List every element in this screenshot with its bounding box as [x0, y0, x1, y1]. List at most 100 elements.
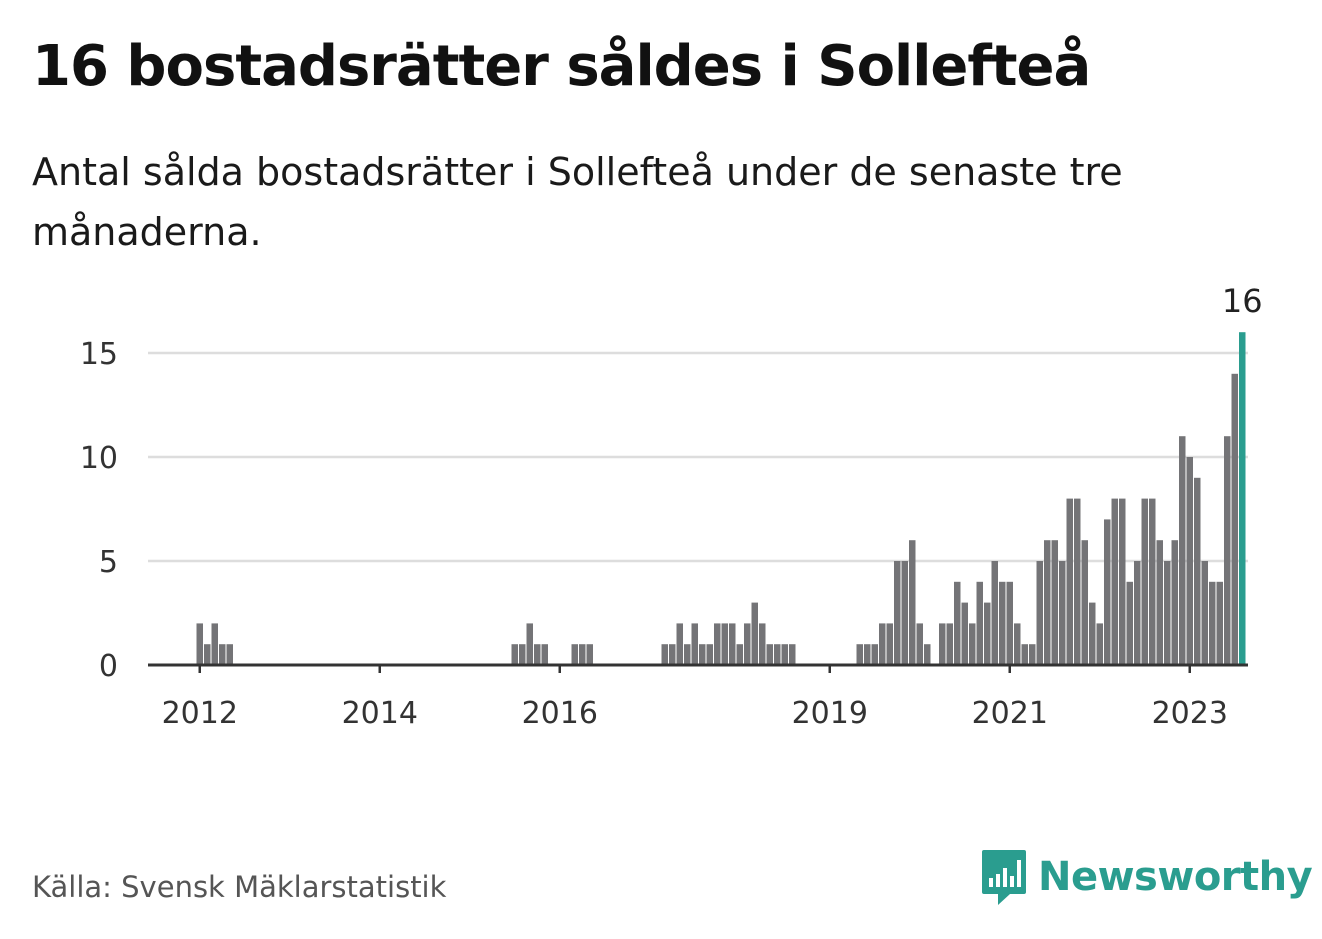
bar — [1224, 436, 1231, 665]
bar — [1059, 561, 1066, 665]
x-tick-label: 2012 — [162, 696, 238, 731]
bar — [916, 623, 923, 665]
bar — [939, 623, 946, 665]
bar — [1089, 602, 1096, 665]
bar — [1096, 623, 1103, 665]
bar — [1006, 581, 1013, 665]
bar — [1066, 498, 1073, 665]
bar — [541, 644, 548, 665]
bar — [991, 561, 998, 665]
bar — [1044, 540, 1051, 665]
bar — [751, 602, 758, 665]
bar — [1194, 477, 1201, 665]
bar — [706, 644, 713, 665]
bar — [1209, 581, 1216, 665]
bar — [1156, 540, 1163, 665]
brand-name: Newsworthy — [1038, 854, 1313, 900]
bars — [196, 332, 1246, 665]
bar — [511, 644, 518, 665]
bar — [781, 644, 788, 665]
bar — [1171, 540, 1178, 665]
bar — [534, 644, 541, 665]
bar — [894, 561, 901, 665]
bar — [1141, 498, 1148, 665]
bar — [856, 644, 863, 665]
bar — [691, 623, 698, 665]
bar — [1134, 561, 1141, 665]
bar — [579, 644, 586, 665]
x-tick-label: 2021 — [972, 696, 1048, 731]
bar — [1104, 519, 1111, 665]
bar-chart: 0 5 10 15 2012 2014 2016 2019 2021 2023 16 — [80, 282, 1263, 731]
bar — [901, 561, 908, 665]
bar — [661, 644, 668, 665]
bar — [669, 644, 676, 665]
bar — [871, 644, 878, 665]
bar — [976, 581, 983, 665]
bar — [586, 644, 593, 665]
bar — [879, 623, 886, 665]
bar — [1179, 436, 1186, 665]
bar — [729, 623, 736, 665]
bar — [886, 623, 893, 665]
x-tick-label: 2023 — [1152, 696, 1228, 731]
bar — [946, 623, 953, 665]
bar — [909, 540, 916, 665]
chart-subtitle: Antal sålda bostadsrätter i Sollefteå un… — [32, 150, 1123, 254]
bar — [714, 623, 721, 665]
bar — [1149, 498, 1156, 665]
x-tick-label: 2014 — [342, 696, 418, 731]
bar — [684, 644, 691, 665]
bar — [1074, 498, 1081, 665]
bar — [789, 644, 796, 665]
bar — [744, 623, 751, 665]
bar — [1186, 457, 1193, 665]
highlight-value-label: 16 — [1222, 282, 1263, 320]
bar — [984, 602, 991, 665]
bar — [1029, 644, 1036, 665]
bar — [999, 581, 1006, 665]
y-tick-label: 5 — [99, 545, 118, 580]
axes — [148, 663, 1248, 673]
bar — [864, 644, 871, 665]
bar — [1036, 561, 1043, 665]
bar — [204, 644, 211, 665]
bar — [736, 644, 743, 665]
bar — [1126, 581, 1133, 665]
bar — [211, 623, 218, 665]
bar — [1111, 498, 1118, 665]
source-note: Källa: Svensk Mäklarstatistik — [32, 870, 447, 904]
bar — [196, 623, 203, 665]
bar — [961, 602, 968, 665]
brand-logo[interactable]: Newsworthy — [980, 848, 1313, 906]
bar — [969, 623, 976, 665]
bar — [774, 644, 781, 665]
bar-highlight — [1239, 332, 1246, 665]
y-tick-label: 15 — [80, 337, 118, 372]
bar — [1201, 561, 1208, 665]
grid-lines — [148, 351, 1248, 563]
bar — [924, 644, 931, 665]
labels: 0 5 10 15 2012 2014 2016 2019 2021 2023 16 — [80, 282, 1263, 731]
bar — [721, 623, 728, 665]
bar — [1216, 581, 1223, 665]
bar — [1051, 540, 1058, 665]
bar — [1021, 644, 1028, 665]
x-tick-label: 2019 — [792, 696, 868, 731]
newsworthy-logo-icon — [982, 850, 1026, 905]
bar — [766, 644, 773, 665]
x-tick-label: 2016 — [522, 696, 598, 731]
bar — [571, 644, 578, 665]
bar — [519, 644, 526, 665]
bar — [1014, 623, 1021, 665]
bar — [219, 644, 226, 665]
bar — [759, 623, 766, 665]
y-tick-label: 10 — [80, 441, 118, 476]
bar — [526, 623, 533, 665]
bar — [1231, 373, 1238, 665]
bar — [1081, 540, 1088, 665]
y-tick-label: 0 — [99, 649, 118, 684]
bar — [226, 644, 233, 665]
bar — [1164, 561, 1171, 665]
bar — [699, 644, 706, 665]
